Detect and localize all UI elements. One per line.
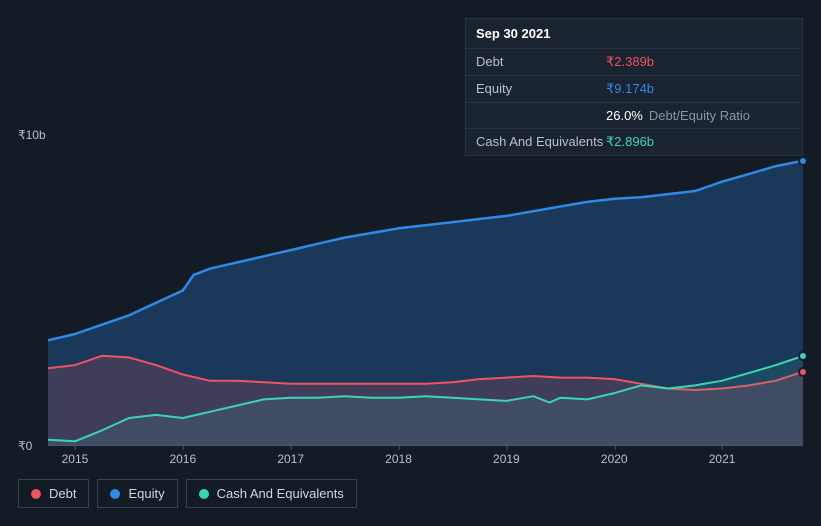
tooltip-label: Cash And Equivalents [476,134,606,150]
tooltip-value: 26.0% [606,108,643,123]
x-axis-tick: 2015 [62,452,89,466]
legend-item-cash[interactable]: Cash And Equivalents [186,479,357,508]
tooltip-label [476,108,606,123]
cash-end-marker [798,351,808,361]
tooltip-value: ₹9.174b [606,81,654,97]
x-axis-tick: 2016 [169,452,196,466]
tooltip-date: Sep 30 2021 [466,19,802,48]
data-tooltip: Sep 30 2021 Debt₹2.389bEquity₹9.174b26.0… [465,18,803,156]
y-axis-label: ₹0 [18,439,32,453]
legend-swatch [110,489,120,499]
tooltip-row: 26.0% Debt/Equity Ratio [466,102,802,128]
x-axis-tick: 2021 [709,452,736,466]
x-axis-tick: 2019 [493,452,520,466]
legend-label: Equity [128,486,164,501]
plot-area[interactable] [48,135,803,446]
equity-end-marker [798,156,808,166]
tooltip-label: Debt [476,54,606,70]
y-axis-label: ₹10b [18,128,46,142]
debt-equity-chart: ₹10b ₹0 2015 2016 2017 2018 2019 2020 2021 [18,120,803,476]
legend-swatch [199,489,209,499]
x-axis: 2015 2016 2017 2018 2019 2020 2021 [48,452,803,476]
tooltip-row: Cash And Equivalents₹2.896b [466,128,802,155]
legend-item-debt[interactable]: Debt [18,479,89,508]
legend-swatch [31,489,41,499]
tooltip-label: Equity [476,81,606,97]
tooltip-row: Equity₹9.174b [466,75,802,102]
x-axis-tick: 2017 [277,452,304,466]
legend-label: Debt [49,486,76,501]
legend-item-equity[interactable]: Equity [97,479,177,508]
x-axis-tick: 2020 [601,452,628,466]
tooltip-value: ₹2.896b [606,134,654,150]
x-axis-tick: 2018 [385,452,412,466]
tooltip-row: Debt₹2.389b [466,48,802,75]
tooltip-suffix: Debt/Equity Ratio [649,108,750,123]
legend: Debt Equity Cash And Equivalents [18,479,357,508]
tooltip-value: ₹2.389b [606,54,654,70]
debt-end-marker [798,367,808,377]
legend-label: Cash And Equivalents [217,486,344,501]
